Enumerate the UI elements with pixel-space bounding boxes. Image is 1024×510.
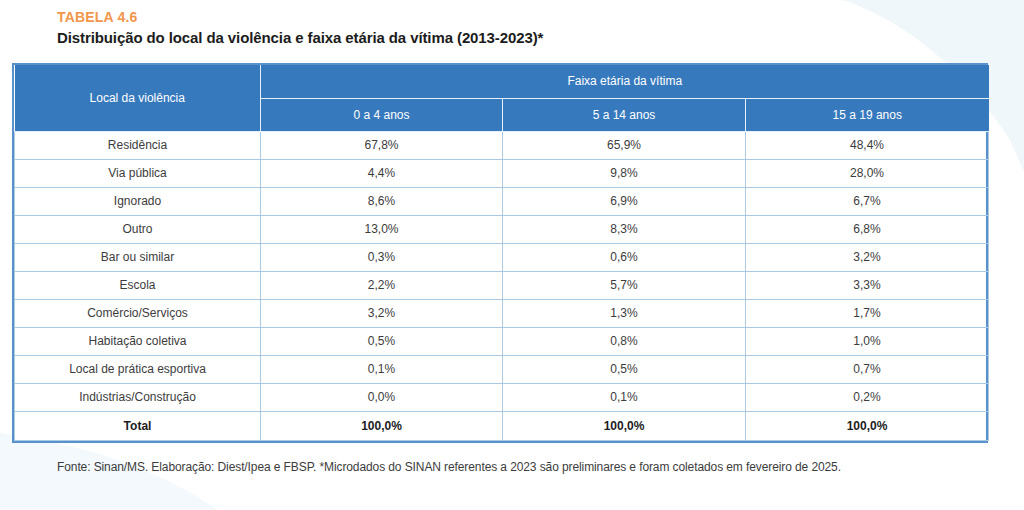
cell-value: 8,6%	[261, 187, 503, 215]
cell-value: 0,7%	[746, 355, 989, 383]
row-label: Habitação coletiva	[15, 327, 261, 355]
table-row-industrias-construcao: Indústrias/Construção 0,0% 0,1% 0,2%	[15, 383, 989, 411]
cell-value: 3,3%	[746, 271, 989, 299]
table-header: Local da violência Faixa etária da vítim…	[15, 65, 989, 131]
column-group-header-faixa-etaria: Faixa etária da vítima	[261, 65, 989, 98]
table-row-ignorado: Ignorado 8,6% 6,9% 6,7%	[15, 187, 989, 215]
row-label-total: Total	[15, 411, 261, 440]
data-table: Local da violência Faixa etária da vítim…	[14, 65, 989, 441]
row-label: Local de prática esportiva	[15, 355, 261, 383]
row-label: Indústrias/Construção	[15, 383, 261, 411]
source-footnote: Fonte: Sinan/MS. Elaboração: Diest/Ipea …	[57, 460, 841, 474]
cell-value: 6,9%	[503, 187, 746, 215]
row-label: Outro	[15, 215, 261, 243]
table-row-local-pratica-esportiva: Local de prática esportiva 0,1% 0,5% 0,7…	[15, 355, 989, 383]
row-label: Bar ou similar	[15, 243, 261, 271]
table-row-bar-ou-similar: Bar ou similar 0,3% 0,6% 3,2%	[15, 243, 989, 271]
table-row-total: Total 100,0% 100,0% 100,0%	[15, 411, 989, 440]
cell-value: 0,1%	[503, 383, 746, 411]
data-table-container: Local da violência Faixa etária da vítim…	[12, 63, 988, 443]
cell-value: 3,2%	[261, 299, 503, 327]
row-label: Via pública	[15, 159, 261, 187]
table-row-via-publica: Via pública 4,4% 9,8% 28,0%	[15, 159, 989, 187]
cell-value: 100,0%	[503, 411, 746, 440]
row-label: Residência	[15, 131, 261, 159]
table-caption-block: TABELA 4.6 Distribuição do local da viol…	[57, 9, 543, 46]
cell-value: 3,2%	[746, 243, 989, 271]
column-header-0-a-4-anos: 0 a 4 anos	[261, 98, 503, 131]
cell-value: 100,0%	[261, 411, 503, 440]
cell-value: 65,9%	[503, 131, 746, 159]
cell-value: 100,0%	[746, 411, 989, 440]
cell-value: 6,7%	[746, 187, 989, 215]
table-row-residencia: Residência 67,8% 65,9% 48,4%	[15, 131, 989, 159]
table-row-escola: Escola 2,2% 5,7% 3,3%	[15, 271, 989, 299]
cell-value: 4,4%	[261, 159, 503, 187]
cell-value: 0,5%	[503, 355, 746, 383]
table-row-habitacao-coletiva: Habitação coletiva 0,5% 0,8% 1,0%	[15, 327, 989, 355]
cell-value: 9,8%	[503, 159, 746, 187]
cell-value: 0,6%	[503, 243, 746, 271]
row-label: Comércio/Serviços	[15, 299, 261, 327]
row-label: Escola	[15, 271, 261, 299]
table-number-label: TABELA 4.6	[57, 9, 543, 25]
column-header-local-da-violencia: Local da violência	[15, 65, 261, 131]
cell-value: 2,2%	[261, 271, 503, 299]
row-label: Ignorado	[15, 187, 261, 215]
cell-value: 0,5%	[261, 327, 503, 355]
cell-value: 0,8%	[503, 327, 746, 355]
column-header-15-a-19-anos: 15 a 19 anos	[746, 98, 989, 131]
cell-value: 1,3%	[503, 299, 746, 327]
cell-value: 6,8%	[746, 215, 989, 243]
cell-value: 0,2%	[746, 383, 989, 411]
cell-value: 0,0%	[261, 383, 503, 411]
cell-value: 48,4%	[746, 131, 989, 159]
cell-value: 8,3%	[503, 215, 746, 243]
cell-value: 0,3%	[261, 243, 503, 271]
cell-value: 1,7%	[746, 299, 989, 327]
cell-value: 13,0%	[261, 215, 503, 243]
column-header-5-a-14-anos: 5 a 14 anos	[503, 98, 746, 131]
table-body: Residência 67,8% 65,9% 48,4% Via pública…	[15, 131, 989, 440]
table-row-outro: Outro 13,0% 8,3% 6,8%	[15, 215, 989, 243]
cell-value: 1,0%	[746, 327, 989, 355]
cell-value: 28,0%	[746, 159, 989, 187]
table-title: Distribuição do local da violência e fai…	[57, 29, 543, 46]
cell-value: 0,1%	[261, 355, 503, 383]
cell-value: 5,7%	[503, 271, 746, 299]
cell-value: 67,8%	[261, 131, 503, 159]
table-row-comercio-servicos: Comércio/Serviços 3,2% 1,3% 1,7%	[15, 299, 989, 327]
